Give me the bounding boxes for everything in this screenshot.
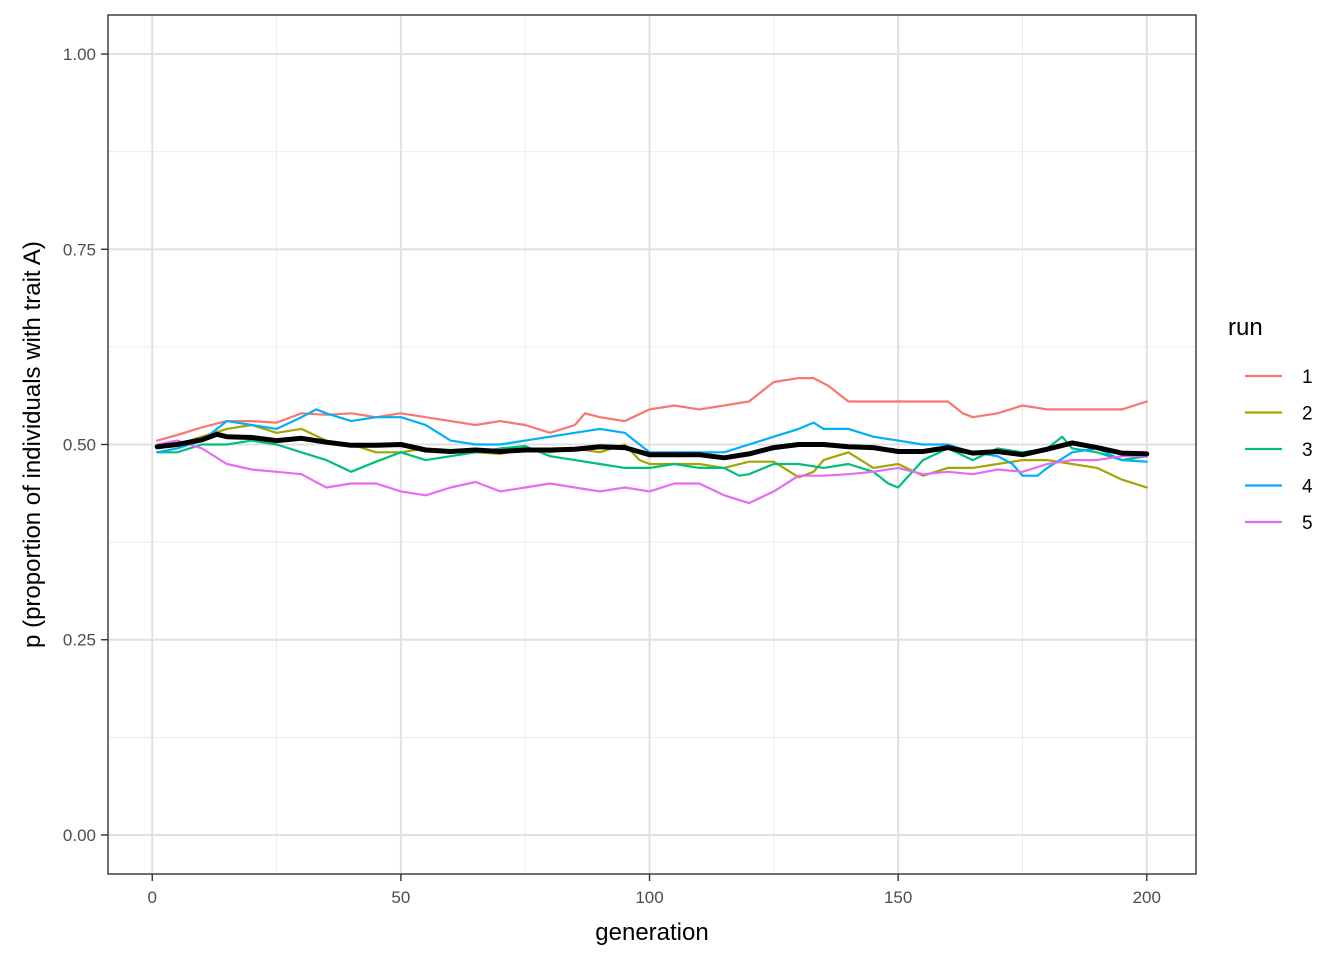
legend-label-run-5: 5 [1302, 513, 1313, 534]
legend-items: 1 2 3 4 5 [1245, 367, 1313, 534]
y-tick-label: 0.50 [63, 436, 96, 455]
y-tick-label: 0.00 [63, 826, 96, 845]
legend-label-run-2: 2 [1302, 404, 1313, 425]
series-line-run-5 [156, 439, 1148, 505]
x-tick-label: 150 [884, 888, 912, 907]
y-tick-label: 0.75 [63, 240, 96, 259]
legend-label-run-1: 1 [1302, 367, 1313, 388]
axis-layer: 0 50 100 150 200 0.00 0.25 0.50 0.75 1.00 [63, 45, 1161, 907]
x-tick-label: 200 [1133, 888, 1161, 907]
x-tick-label: 0 [148, 888, 157, 907]
y-tick-label: 0.25 [63, 631, 96, 650]
legend-label-run-3: 3 [1302, 440, 1313, 461]
series-layer [154, 377, 1150, 505]
legend-title: run [1228, 314, 1263, 341]
x-tick-label: 50 [391, 888, 410, 907]
grid-layer [108, 15, 1196, 874]
legend-label-run-4: 4 [1302, 477, 1313, 498]
x-axis-title: generation [595, 919, 708, 946]
x-tick-label: 100 [635, 888, 663, 907]
y-axis-title: p (proportion of individuals with trait … [19, 241, 46, 648]
legend: run 1 2 3 4 5 [1228, 314, 1313, 534]
series-line-mean [154, 431, 1150, 461]
y-tick-label: 1.00 [63, 45, 96, 64]
